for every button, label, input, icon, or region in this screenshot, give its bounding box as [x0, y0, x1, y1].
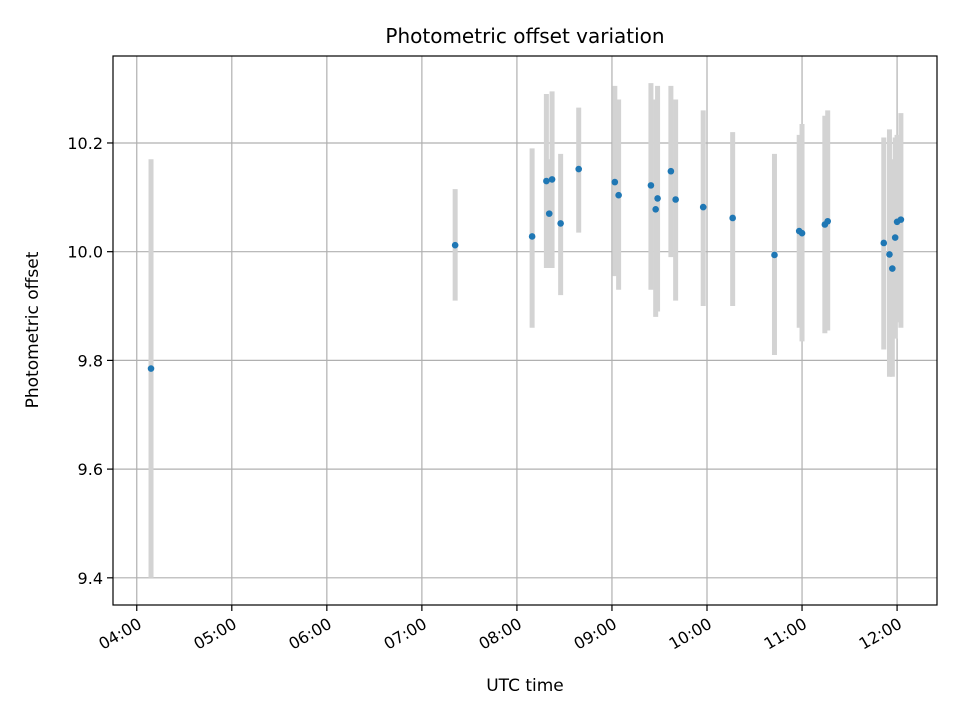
data-point	[771, 251, 778, 259]
data-point	[729, 214, 736, 222]
y-tick-label: 9.4	[78, 569, 103, 588]
data-point	[528, 233, 536, 240]
data-point	[611, 178, 619, 186]
data-point	[891, 234, 899, 241]
data-point	[615, 191, 622, 199]
data-point	[543, 177, 550, 185]
data-point	[889, 265, 896, 272]
y-axis: 9.4 9.6 9.8 10.0 10.2	[67, 134, 113, 588]
chart-title: Photometric offset variation	[385, 24, 664, 48]
data-point	[824, 217, 832, 225]
data-point	[654, 195, 661, 202]
data-point	[557, 220, 564, 227]
y-tick-label: 9.6	[78, 460, 103, 479]
data-point	[548, 176, 556, 183]
x-axis-label: UTC time	[486, 676, 564, 696]
data-points	[147, 165, 905, 372]
data-point	[575, 165, 582, 173]
data-point	[672, 196, 679, 203]
y-axis-label: Photometric offset	[23, 251, 43, 408]
plot-frame	[112, 55, 938, 606]
data-point	[880, 239, 888, 247]
data-point	[147, 365, 155, 372]
data-point	[451, 241, 459, 249]
data-point	[545, 210, 553, 217]
y-tick-label: 9.8	[78, 351, 103, 370]
data-point	[652, 205, 659, 213]
data-point	[886, 251, 893, 258]
data-point	[699, 203, 707, 211]
data-point	[667, 167, 675, 175]
y-tick-label: 10.0	[67, 243, 103, 262]
y-tick-label: 10.2	[67, 134, 103, 153]
data-point	[897, 216, 905, 223]
data-point	[647, 182, 655, 189]
data-point	[798, 229, 806, 237]
